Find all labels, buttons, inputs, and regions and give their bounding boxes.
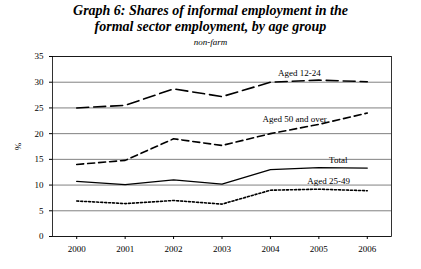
svg-text:10: 10 bbox=[35, 180, 45, 190]
svg-text:2004: 2004 bbox=[261, 244, 280, 254]
svg-text:2003: 2003 bbox=[213, 244, 232, 254]
svg-text:%: % bbox=[13, 142, 23, 150]
html-text:non-farm: non-farm bbox=[193, 37, 228, 47]
svg-text:Total: Total bbox=[329, 155, 348, 165]
svg-text:2001: 2001 bbox=[116, 244, 134, 254]
svg-text:25: 25 bbox=[35, 103, 45, 113]
svg-text:35: 35 bbox=[35, 51, 45, 61]
svg-text:Aged 12-24: Aged 12-24 bbox=[278, 68, 321, 78]
svg-text:0: 0 bbox=[39, 231, 44, 241]
svg-text:2000: 2000 bbox=[68, 244, 87, 254]
html-text:Graph 6: Shares of informal em: Graph 6: Shares of informal employment i… bbox=[73, 3, 348, 34]
svg-text:2002: 2002 bbox=[165, 244, 183, 254]
svg-text:15: 15 bbox=[35, 154, 45, 164]
svg-text:20: 20 bbox=[35, 129, 45, 139]
svg-text:30: 30 bbox=[35, 77, 45, 87]
svg-text:2005: 2005 bbox=[310, 244, 329, 254]
svg-text:Aged 25-49: Aged 25-49 bbox=[307, 176, 350, 186]
svg-text:Aged 50 and over: Aged 50 and over bbox=[263, 114, 327, 124]
svg-text:5: 5 bbox=[39, 206, 44, 216]
svg-text:2006: 2006 bbox=[358, 244, 377, 254]
